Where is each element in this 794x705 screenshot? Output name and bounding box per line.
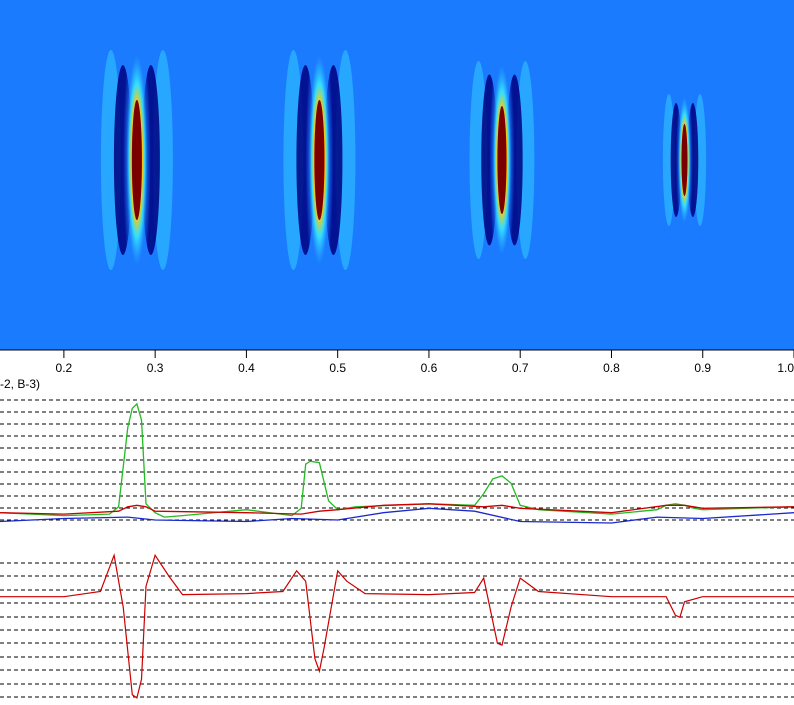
x-tick-label: 0.4 [238, 361, 255, 375]
line-panel-lower [0, 553, 794, 699]
series-line [0, 402, 794, 518]
x-tick-label: 0.8 [603, 361, 620, 375]
x-tick-label: 0.9 [694, 361, 711, 375]
x-tick-label: 0.3 [147, 361, 164, 375]
series-line [0, 553, 794, 699]
series-line [0, 507, 794, 524]
x-tick-label: 0.7 [512, 361, 529, 375]
line-panel-upper [0, 399, 794, 524]
x-tick-label: 0.5 [329, 361, 346, 375]
heatmap-feature [469, 34, 535, 286]
x-tick-label: 1.0 [777, 361, 794, 375]
heatmap-panel [0, 0, 794, 350]
series-line [0, 503, 794, 515]
x-tick-label: 0.6 [421, 361, 438, 375]
x-tick-label: 0.2 [56, 361, 73, 375]
heatmap-feature [283, 20, 356, 300]
heatmap-feature [100, 20, 173, 300]
panel-label: -2, B-3) [0, 377, 40, 391]
x-axis: 0.2 0.3 0.4 0.5 0.6 0.7 0.8 0.9 1.0 [0, 349, 794, 375]
heatmap-feature [662, 76, 707, 244]
